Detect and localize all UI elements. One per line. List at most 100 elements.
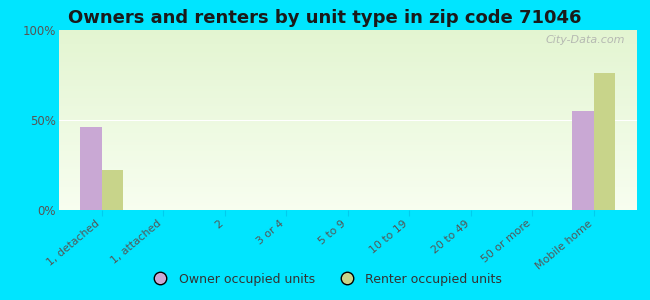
Bar	[58, 53, 637, 55]
Bar	[58, 185, 637, 187]
Bar	[58, 174, 637, 176]
Bar	[58, 106, 637, 107]
Bar	[58, 91, 637, 93]
Bar	[58, 143, 637, 145]
Bar	[58, 183, 637, 185]
Bar	[58, 111, 637, 113]
Bar	[58, 199, 637, 201]
Bar	[58, 77, 637, 79]
Bar	[58, 131, 637, 133]
Text: Owners and renters by unit type in zip code 71046: Owners and renters by unit type in zip c…	[68, 9, 582, 27]
Bar	[58, 188, 637, 190]
Bar	[58, 140, 637, 142]
Bar	[58, 109, 637, 111]
Bar	[58, 167, 637, 169]
Bar	[58, 95, 637, 97]
Bar	[58, 70, 637, 71]
Bar	[58, 107, 637, 109]
Bar	[58, 84, 637, 86]
Bar	[58, 156, 637, 158]
Bar	[58, 151, 637, 152]
Bar	[58, 55, 637, 57]
Bar	[58, 172, 637, 174]
Bar	[58, 52, 637, 53]
Bar	[58, 122, 637, 124]
Bar	[58, 158, 637, 160]
Bar	[58, 35, 637, 37]
Bar	[58, 149, 637, 151]
Bar	[58, 102, 637, 104]
Bar	[58, 179, 637, 181]
Bar	[80, 127, 101, 210]
Bar	[58, 138, 637, 140]
Bar	[58, 196, 637, 197]
Bar	[58, 37, 637, 39]
Bar	[58, 161, 637, 163]
Legend: Owner occupied units, Renter occupied units: Owner occupied units, Renter occupied un…	[143, 268, 507, 291]
Bar	[58, 169, 637, 170]
Bar	[58, 178, 637, 179]
Bar	[58, 41, 637, 43]
Bar	[58, 68, 637, 70]
Bar	[58, 98, 637, 100]
Bar	[58, 192, 637, 194]
Bar	[573, 111, 594, 210]
Bar	[58, 50, 637, 52]
Bar	[58, 190, 637, 192]
Bar	[58, 194, 637, 196]
Bar	[58, 181, 637, 183]
Bar	[58, 142, 637, 143]
Bar	[58, 61, 637, 62]
Bar	[58, 79, 637, 80]
Text: City-Data.com: City-Data.com	[546, 35, 625, 45]
Bar	[58, 176, 637, 178]
Bar	[58, 88, 637, 89]
Bar	[58, 203, 637, 205]
Bar	[58, 163, 637, 165]
Bar	[58, 115, 637, 116]
Bar	[58, 30, 637, 32]
Bar	[58, 39, 637, 41]
Bar	[58, 34, 637, 35]
Bar	[58, 116, 637, 118]
Bar	[58, 71, 637, 73]
Bar	[58, 113, 637, 115]
Bar	[58, 86, 637, 88]
Bar	[101, 170, 123, 210]
Bar	[58, 133, 637, 134]
Bar	[58, 80, 637, 82]
Bar	[58, 59, 637, 61]
Bar	[58, 89, 637, 91]
Bar	[58, 75, 637, 77]
Bar	[58, 100, 637, 102]
Bar	[58, 62, 637, 64]
Bar	[58, 165, 637, 167]
Bar	[58, 206, 637, 208]
Bar	[58, 120, 637, 122]
Bar	[58, 125, 637, 127]
Bar	[58, 118, 637, 120]
Bar	[58, 124, 637, 125]
Bar	[58, 127, 637, 129]
Bar	[58, 160, 637, 161]
Bar	[58, 129, 637, 131]
Bar	[58, 201, 637, 203]
Bar	[58, 57, 637, 59]
Bar	[58, 152, 637, 154]
Bar	[58, 44, 637, 46]
Bar	[58, 43, 637, 44]
Bar	[58, 205, 637, 206]
Bar	[58, 93, 637, 95]
Bar	[58, 134, 637, 136]
Bar	[58, 147, 637, 149]
Bar	[58, 64, 637, 66]
Bar	[58, 145, 637, 147]
Bar	[58, 97, 637, 98]
Bar	[58, 197, 637, 199]
Bar	[58, 104, 637, 106]
Bar	[58, 82, 637, 84]
Bar	[58, 66, 637, 68]
Bar	[58, 73, 637, 75]
Bar	[58, 46, 637, 48]
Bar	[58, 136, 637, 138]
